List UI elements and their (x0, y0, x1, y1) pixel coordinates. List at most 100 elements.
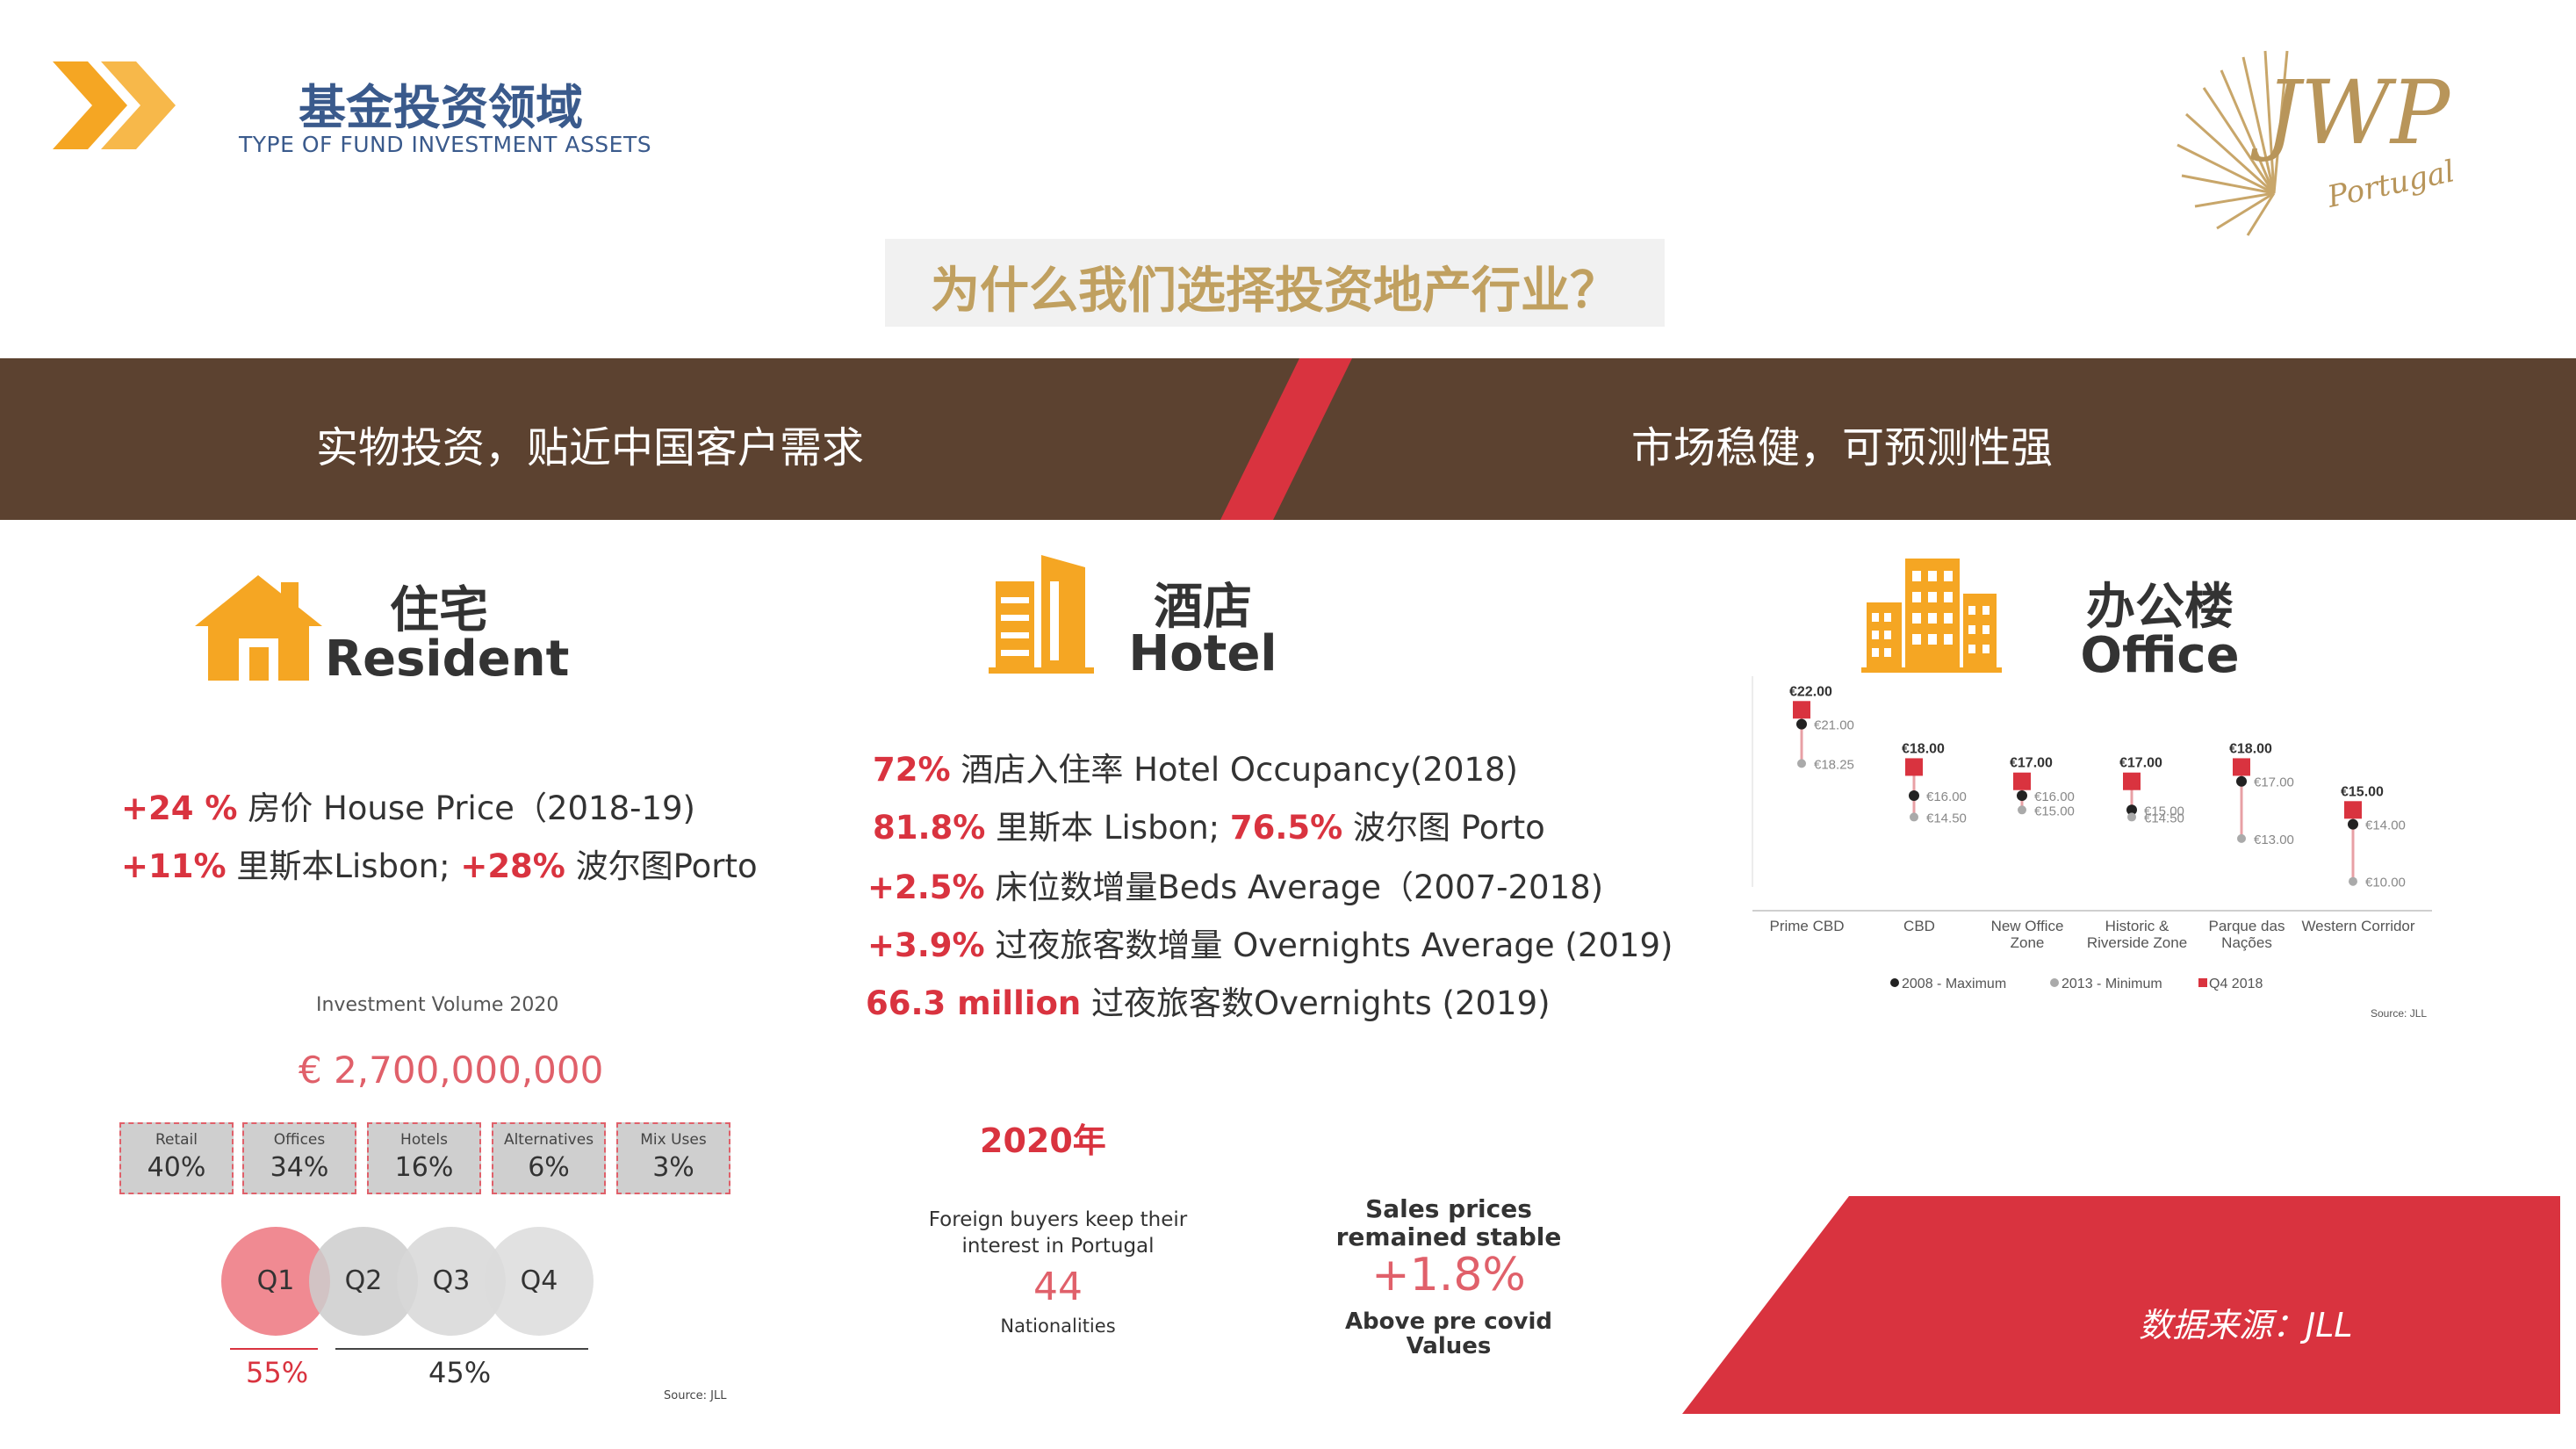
hotel-stat-1-text: 酒店入住率 Hotel Occupancy(2018) (950, 751, 1518, 789)
office-title-cn: 办公楼 (2086, 579, 2234, 636)
category-label: CBD (1903, 918, 1935, 934)
max-2008-point (1909, 790, 1919, 801)
office-rent-chart: €22.00 €21.00 €18.25 Prime CBD €18.00 €16.00 €… (1752, 676, 2432, 1020)
hotel-stat-2-text-2: 波尔图 Porto (1342, 809, 1545, 847)
resident-stat-2-text-1: 里斯本Lisbon; (226, 847, 461, 885)
page-subtitle: TYPE OF FUND INVESTMENT ASSETS (239, 132, 652, 157)
max-2008-point (2348, 818, 2358, 830)
max-price-label: €16.00 (2034, 789, 2075, 804)
category-label: Zone (2011, 934, 2045, 951)
hotel-stat-1-value: 72% (873, 751, 951, 789)
hotel-stat-4: +3.9% 过夜旅客数增量 Overnights Average (2019) (867, 919, 1673, 966)
q4-2018-point (2344, 801, 2362, 819)
foreign-buyers-label-1: Foreign buyers keep their (928, 1208, 1188, 1231)
quarter-circle-q4: Q4 (485, 1227, 594, 1336)
min-2013-point (2018, 805, 2026, 815)
hotel-stat-3-text: 床位数增量Beds Average（2007-2018) (984, 869, 1604, 906)
investment-segment: Mix Uses 3% (616, 1122, 730, 1194)
sales-prices-note-1: Above pre covid (1344, 1308, 1553, 1335)
category-label: New Office (1991, 918, 2064, 934)
resident-stat-2-value-1: +11% (121, 847, 227, 885)
hotel-stat-4-value: +3.9% (867, 926, 985, 964)
category-label: Historic & (2105, 918, 2169, 934)
min-2013-point (1797, 759, 1806, 768)
hotel-stat-1: 72% 酒店入住率 Hotel Occupancy(2018) (873, 743, 1518, 790)
category-label: Western Corridor (2301, 918, 2414, 934)
office-title-en: Office (2080, 627, 2240, 684)
data-source-text: 数据来源：JLL (2139, 1306, 2353, 1344)
q1-percentage: 55% (246, 1356, 309, 1389)
q4-price-label: €18.00 (1902, 741, 1945, 756)
hotel-title-cn: 酒店 (1154, 579, 1252, 636)
q4-price-label: €17.00 (2010, 756, 2053, 771)
chevron-arrows-icon (53, 61, 176, 149)
category-label: Prime CBD (1769, 918, 1844, 934)
segment-value: 3% (652, 1152, 694, 1183)
max-price-label: €15.00 (2144, 804, 2184, 818)
min-2013-point (2349, 876, 2357, 886)
hotel-stat-3-value: +2.5% (867, 869, 985, 906)
question-box (885, 239, 1665, 327)
segment-label: Mix Uses (640, 1131, 707, 1149)
max-2008-point (1796, 718, 1807, 730)
investment-source: Source: JLL (664, 1389, 727, 1402)
hotel-stat-2: 81.8% 里斯本 Lisbon; 76.5% 波尔图 Porto (873, 801, 1545, 848)
max-2008-point (2126, 804, 2137, 816)
resident-stat-2-text-2: 波尔图Porto (565, 847, 758, 885)
banner (0, 358, 2576, 520)
min-price-label: €14.50 (2144, 811, 2184, 825)
legend-marker (2198, 978, 2207, 987)
category-label: Riverside Zone (2087, 934, 2187, 951)
foreign-buyers-value: 44 (1033, 1265, 1083, 1309)
q4-price-label: €22.00 (1789, 684, 1832, 699)
hotel-stat-5: 66.3 million 过夜旅客数Overnights (2019) (866, 977, 1551, 1024)
hotel-stat-2-value-2: 76.5% (1229, 809, 1343, 847)
investment-segment: Offices 34% (242, 1122, 356, 1194)
category-label: Nações (2221, 934, 2272, 951)
banner-right-text: 市场稳健，可预测性强 (1631, 423, 2054, 472)
segment-value: 16% (394, 1152, 454, 1183)
q4-price-label: €15.00 (2341, 784, 2384, 799)
resident-stat-1-text: 房价 House Price（2018-19) (237, 789, 695, 827)
hotel-stat-4-text: 过夜旅客数增量 Overnights Average (2019) (984, 926, 1673, 964)
q4-price-label: €18.00 (2229, 741, 2272, 756)
sales-prices-value: +1.8% (1371, 1249, 1526, 1301)
house-icon (195, 575, 322, 681)
foreign-buyers-unit: Nationalities (1000, 1316, 1116, 1337)
sales-prices-label-1: Sales prices (1365, 1194, 1532, 1223)
category-label: Parque das (2209, 918, 2285, 934)
investment-volume-title: Investment Volume 2020 (316, 994, 559, 1016)
segment-value: 40% (147, 1152, 206, 1183)
legend-marker (1890, 978, 1899, 987)
resident-stat-2: +11% 里斯本Lisbon; +28% 波尔图Porto (121, 840, 758, 887)
max-price-label: €21.00 (1814, 718, 1854, 733)
hotel-building-icon (989, 555, 1094, 674)
max-price-label: €14.00 (2365, 818, 2406, 833)
hotel-stat-5-text: 过夜旅客数Overnights (2019) (1081, 984, 1551, 1022)
segment-label: Offices (273, 1131, 326, 1149)
chart-source: Source: JLL (2371, 1007, 2427, 1020)
hotel-stat-5-value: 66.3 million (866, 984, 1082, 1022)
max-2008-point (2236, 775, 2247, 787)
year-2020-label: 2020年 (980, 1121, 1106, 1160)
min-2013-point (2127, 812, 2136, 822)
investment-segment: Retail 40% (119, 1122, 234, 1194)
q4-2018-point (1793, 701, 1810, 719)
hotel-stat-2-value-1: 81.8% (873, 809, 986, 847)
min-2013-point (1910, 812, 1918, 822)
rest-underline (335, 1348, 588, 1350)
legend-label: 2013 - Minimum (2062, 977, 2162, 991)
max-price-label: €17.00 (2254, 775, 2294, 790)
jwp-logo (2177, 50, 2289, 236)
sales-prices-note-2: Values (1406, 1333, 1492, 1359)
data-source-banner (1682, 1196, 2560, 1414)
resident-stat-1: +24 % 房价 House Price（2018-19) (121, 782, 695, 829)
q4-2018-point (1905, 758, 1923, 776)
legend-label: 2008 - Maximum (1902, 977, 2006, 991)
resident-title-cn: 住宅 (390, 582, 488, 639)
banner-left-text: 实物投资，贴近中国客户需求 (316, 423, 865, 472)
min-price-label: €18.25 (1814, 757, 1854, 772)
segment-label: Alternatives (503, 1131, 594, 1149)
hotel-stat-3: +2.5% 床位数增量Beds Average（2007-2018) (867, 861, 1603, 908)
max-price-label: €16.00 (1926, 789, 1967, 804)
